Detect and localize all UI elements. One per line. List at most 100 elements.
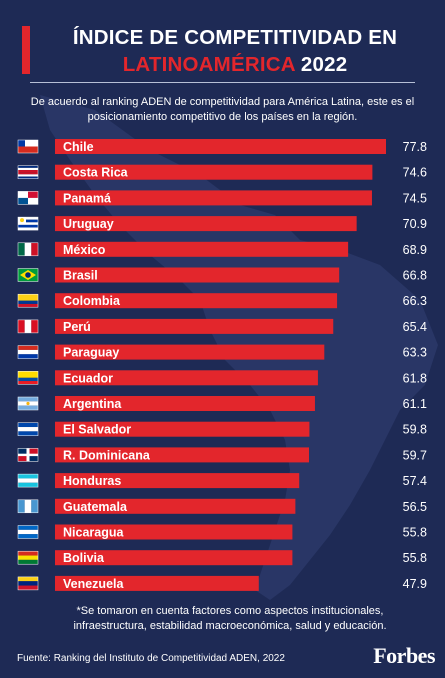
bar <box>55 267 340 283</box>
nicaragua-flag-icon <box>17 525 39 539</box>
bar-category-label: Nicaragua <box>63 526 124 540</box>
bar-value-label: 61.8 <box>403 371 427 385</box>
bar-category-label: Chile <box>63 140 94 154</box>
ecuador-flag-icon <box>17 371 39 385</box>
bar <box>55 370 318 386</box>
bar-category-label: R. Dominicana <box>63 448 151 462</box>
bar-category-label: Brasil <box>63 269 98 283</box>
uruguay-flag-icon <box>17 216 39 231</box>
brazil-flag-icon <box>17 268 39 282</box>
bar <box>55 396 315 411</box>
bar-category-label: Bolivia <box>63 551 105 565</box>
bar <box>55 550 293 566</box>
chart-row: Colombia 66.3 <box>17 293 427 309</box>
bar-value-label: 57.4 <box>403 474 427 488</box>
bar-value-label: 59.7 <box>403 448 427 462</box>
bar-value-label: 55.8 <box>403 526 427 540</box>
bar <box>55 139 386 154</box>
bar-category-label: Perú <box>63 320 91 334</box>
chart-row: R. Dominicana 59.7 <box>17 447 427 463</box>
bar-category-label: Venezuela <box>63 577 124 591</box>
bar-value-label: 65.4 <box>403 320 427 334</box>
chart-row: Bolivia 55.8 <box>17 550 427 566</box>
el-salvador-flag-icon <box>17 422 39 436</box>
chart-row: Panamá 74.5 <box>17 190 427 206</box>
bar-category-label: Paraguay <box>63 346 119 360</box>
costa-rica-flag-icon <box>17 165 39 179</box>
bar-value-label: 77.8 <box>403 140 427 154</box>
bar-category-label: Ecuador <box>63 371 113 385</box>
paraguay-flag-icon <box>17 345 39 359</box>
bar-value-label: 68.9 <box>403 243 427 257</box>
title-divider <box>30 82 415 83</box>
bar <box>55 164 373 180</box>
bar-value-label: 66.8 <box>403 269 427 283</box>
title-highlight: LATINOAMÉRICA <box>122 53 295 76</box>
bar-value-label: 59.8 <box>403 423 427 437</box>
subtitle: De acuerdo al ranking ADEN de competitiv… <box>30 96 415 123</box>
bar-value-label: 47.9 <box>403 577 427 591</box>
bar-category-label: Panamá <box>63 191 111 205</box>
bar <box>55 473 300 489</box>
chart-row: México 68.9 <box>17 241 427 257</box>
panama-flag-icon <box>17 191 39 205</box>
argentina-flag-icon <box>17 396 39 411</box>
title-accent-bar <box>22 26 30 74</box>
chart-row: Uruguay 70.9 <box>17 216 427 232</box>
bar <box>55 241 349 257</box>
bar <box>55 498 296 514</box>
title-line-2: LATINOAMÉRICA 2022 <box>40 51 430 78</box>
chart-row: Perú 65.4 <box>17 318 427 334</box>
bar-category-label: Argentina <box>63 397 122 411</box>
page-title: ÍNDICE DE COMPETITIVIDAD EN LATINOAMÉRIC… <box>40 24 430 78</box>
bar <box>55 293 338 309</box>
chart-row: Nicaragua 55.8 <box>17 524 427 540</box>
venezuela-flag-icon <box>17 576 39 591</box>
bar <box>55 447 309 463</box>
bar <box>55 318 334 334</box>
bar <box>55 524 293 540</box>
bar-value-label: 66.3 <box>403 294 427 308</box>
bar-category-label: Colombia <box>63 294 121 308</box>
mexico-flag-icon <box>17 242 39 257</box>
chart-row: Argentina 61.1 <box>17 396 427 411</box>
bar <box>55 344 325 360</box>
chart-row: Chile 77.8 <box>17 139 427 154</box>
title-line-1: ÍNDICE DE COMPETITIVIDAD EN <box>72 26 398 49</box>
bar <box>55 575 259 591</box>
chart-row: Brasil 66.8 <box>17 267 427 283</box>
guatemala-flag-icon <box>17 499 39 514</box>
title-year: 2022 <box>300 53 348 76</box>
bar-value-label: 55.8 <box>403 551 427 565</box>
bar <box>55 421 310 437</box>
source-note: Fuente: Ranking del Instituto de Competi… <box>17 653 285 664</box>
competitiveness-bar-chart: Chile 77.8 Costa Rica 74.6 Panamá 74.5 Uruguay… <box>17 139 427 591</box>
forbes-logo: Forbes <box>373 643 435 668</box>
peru-flag-icon <box>17 319 39 334</box>
bar-category-label: Guatemala <box>63 500 128 514</box>
chart-row: Guatemala 56.5 <box>17 498 427 514</box>
bar-value-label: 63.3 <box>403 346 427 360</box>
bar-category-label: El Salvador <box>63 423 131 437</box>
colombia-flag-icon <box>17 293 39 308</box>
footnote: *Se tomaron en cuenta factores como aspe… <box>73 605 387 632</box>
bar-value-label: 61.1 <box>403 397 427 411</box>
chart-row: Venezuela 47.9 <box>17 575 427 591</box>
honduras-flag-icon <box>17 473 39 488</box>
bar-category-label: Costa Rica <box>63 166 129 180</box>
chart-row: Ecuador 61.8 <box>17 370 427 386</box>
bar-category-label: Uruguay <box>63 217 114 231</box>
bolivia-flag-icon <box>17 550 39 565</box>
bar-value-label: 74.6 <box>403 166 427 180</box>
dominican-republic-flag-icon <box>17 448 39 462</box>
bar <box>55 190 372 206</box>
bar-value-label: 56.5 <box>403 500 427 514</box>
bar-value-label: 74.5 <box>403 191 427 205</box>
chile-flag-icon <box>17 139 39 154</box>
chart-row: Costa Rica 74.6 <box>17 164 427 180</box>
chart-row: Honduras 57.4 <box>17 473 427 489</box>
chart-row: Paraguay 63.3 <box>17 344 427 360</box>
bar <box>55 216 357 232</box>
bar-category-label: México <box>63 243 106 257</box>
